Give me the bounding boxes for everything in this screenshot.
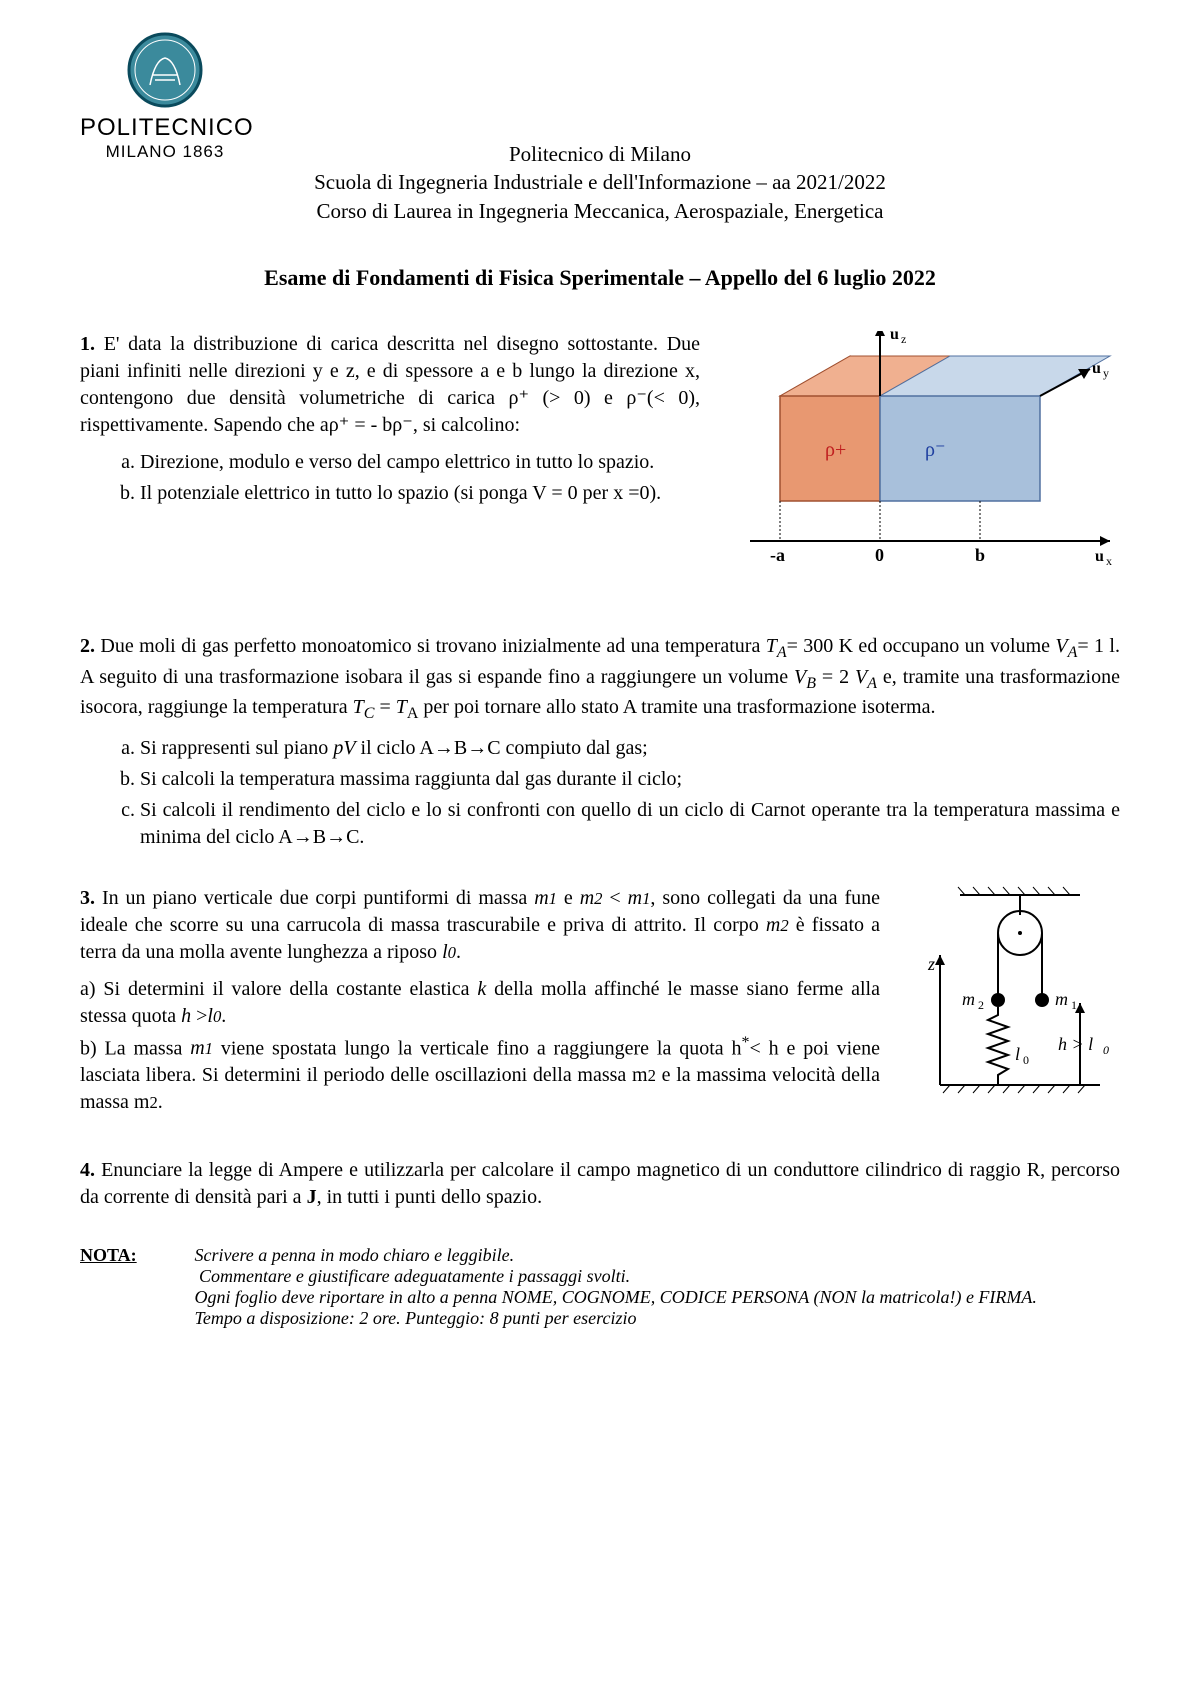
- problem-2-b: Si calcoli la temperatura massima raggiu…: [140, 766, 1120, 793]
- slabs-diagram: ρ+ ρ⁻ uz uy ux -a 0 b: [720, 331, 1120, 591]
- exam-title: Esame di Fondamenti di Fisica Sperimenta…: [80, 265, 1120, 291]
- problem-4-body: Enunciare la legge di Ampere e utilizzar…: [80, 1159, 1120, 1208]
- label-rho-minus: ρ⁻: [925, 439, 946, 461]
- problem-4: 4. Enunciare la legge di Ampere e utiliz…: [80, 1157, 1120, 1211]
- problem-1-sublist: Direzione, modulo e verso del campo elet…: [80, 449, 700, 507]
- problem-3-b: b) La massa m1 viene spostata lungo la v…: [80, 1032, 880, 1117]
- problem-1-a: Direzione, modulo e verso del campo elet…: [140, 449, 700, 476]
- header: POLITECNICO MILANO 1863 Politecnico di M…: [80, 30, 1120, 225]
- svg-text:x: x: [1106, 554, 1112, 568]
- problem-1-b: Il potenziale elettrico in tutto lo spaz…: [140, 480, 700, 507]
- problem-1-number: 1.: [80, 333, 95, 355]
- problem-1-figure: ρ+ ρ⁻ uz uy ux -a 0 b: [720, 331, 1120, 599]
- svg-text:u: u: [1092, 360, 1101, 377]
- problem-4-number: 4.: [80, 1159, 95, 1181]
- nota-line-4: Tempo a disposizione: 2 ore. Punteggio: …: [195, 1308, 637, 1328]
- svg-text:u: u: [1095, 548, 1104, 565]
- nota-line-1: Scrivere a penna in modo chiaro e leggib…: [195, 1245, 515, 1265]
- problem-3: 3. In un piano verticale due corpi punti…: [80, 885, 1120, 1123]
- problem-2-sublist: Si rappresenti sul piano pV il ciclo A→B…: [80, 735, 1120, 851]
- problem-3-number: 3.: [80, 887, 95, 909]
- seal-icon: [125, 30, 205, 110]
- svg-text:u: u: [890, 331, 899, 343]
- label-rho-plus: ρ+: [825, 439, 846, 461]
- uni-line-2: Scuola di Ingegneria Industriale e dell'…: [80, 168, 1120, 196]
- problem-3-text: 3. In un piano verticale due corpi punti…: [80, 885, 880, 1117]
- svg-text:0: 0: [1023, 1053, 1029, 1067]
- problem-1-text: 1. E' data la distribuzione di carica de…: [80, 331, 700, 511]
- tick-minus-a: -a: [770, 545, 785, 565]
- problem-1: 1. E' data la distribuzione di carica de…: [80, 331, 1120, 599]
- problem-3-a: a) Si determini il valore della costante…: [80, 976, 880, 1030]
- svg-text:l: l: [1015, 1044, 1020, 1064]
- nota-body: Scrivere a penna in modo chiaro e leggib…: [195, 1245, 1037, 1329]
- uni-line-3: Corso di Laurea in Ingegneria Meccanica,…: [80, 197, 1120, 225]
- problem-2: 2. Due moli di gas perfetto monoatomico …: [80, 633, 1120, 851]
- nota-label: NOTA:: [80, 1245, 190, 1266]
- problem-2-body: Due moli di gas perfetto monoatomico si …: [80, 635, 1120, 718]
- nota-line-2: Commentare e giustificare adeguatamente …: [199, 1266, 630, 1286]
- university-logo: POLITECNICO MILANO 1863: [80, 30, 250, 162]
- pulley-diagram: m2 m1 l0 z h > l0: [900, 885, 1120, 1115]
- problem-3-figure: m2 m1 l0 z h > l0: [900, 885, 1120, 1123]
- svg-text:m: m: [1055, 989, 1068, 1009]
- svg-text:1: 1: [1071, 998, 1077, 1012]
- svg-text:h > l: h > l: [1058, 1034, 1093, 1054]
- page-document: POLITECNICO MILANO 1863 Politecnico di M…: [0, 0, 1200, 1389]
- svg-text:0: 0: [1103, 1043, 1109, 1057]
- logo-subtitle: MILANO 1863: [80, 142, 250, 162]
- problem-2-a: Si rappresenti sul piano pV il ciclo A→B…: [140, 735, 1120, 762]
- problem-2-c: Si calcoli il rendimento del ciclo e lo …: [140, 797, 1120, 851]
- problem-3-body: In un piano verticale due corpi puntifor…: [80, 887, 880, 963]
- nota-line-3: Ogni foglio deve riportare in alto a pen…: [195, 1287, 1037, 1307]
- tick-b: b: [975, 545, 985, 565]
- svg-text:m: m: [962, 989, 975, 1009]
- tick-zero: 0: [875, 545, 884, 565]
- svg-text:y: y: [1103, 366, 1109, 380]
- svg-text:2: 2: [978, 998, 984, 1012]
- nota-block: NOTA: Scrivere a penna in modo chiaro e …: [80, 1245, 1120, 1329]
- problem-2-number: 2.: [80, 635, 95, 657]
- svg-text:z: z: [901, 332, 906, 346]
- problem-1-body: E' data la distribuzione di carica descr…: [80, 333, 700, 436]
- logo-title: POLITECNICO: [80, 114, 250, 142]
- svg-text:z: z: [927, 954, 935, 974]
